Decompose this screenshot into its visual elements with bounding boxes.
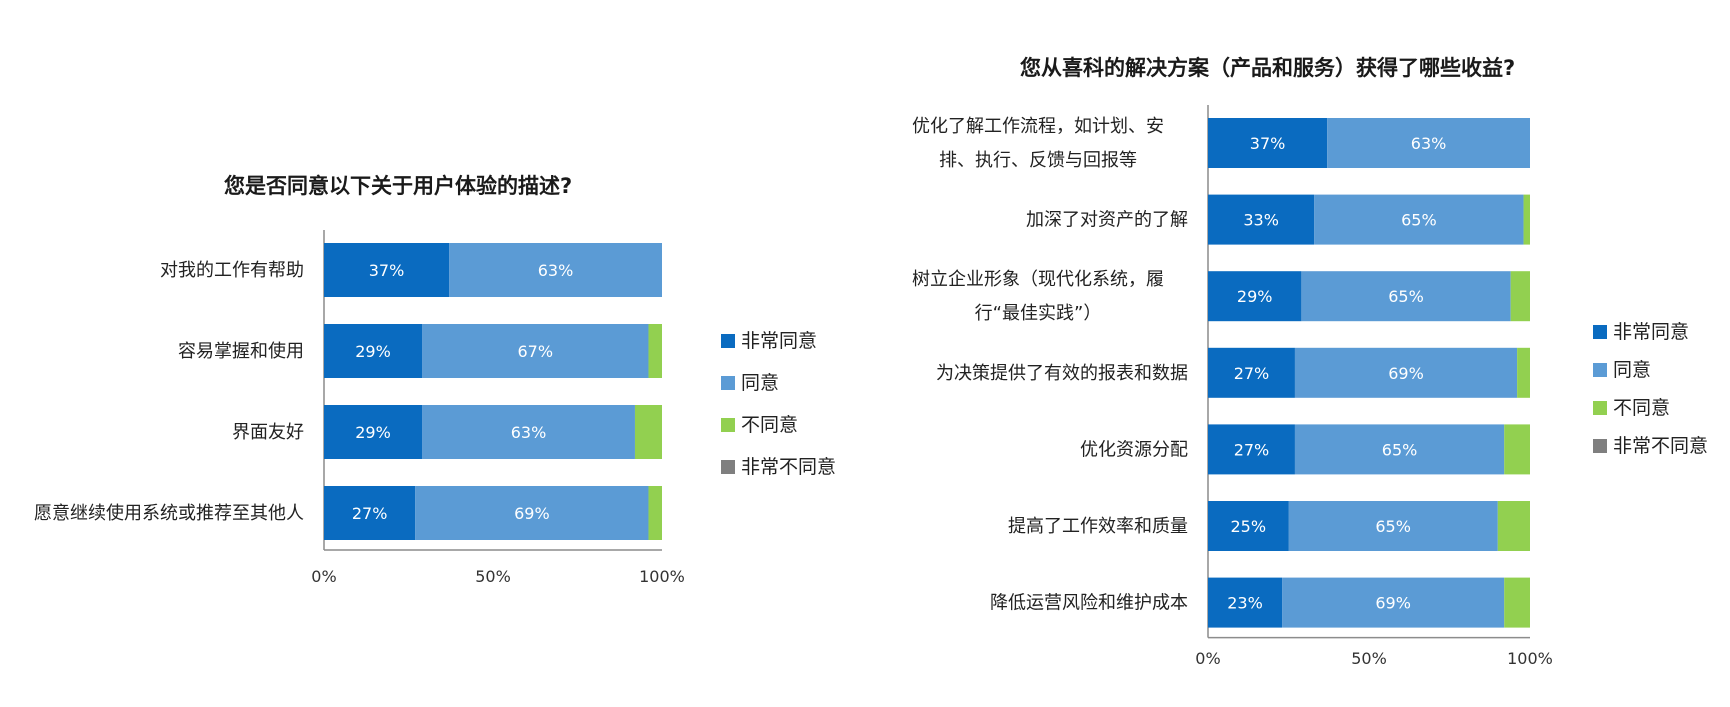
x-tick-label: 100% xyxy=(639,567,685,586)
data-label: 63% xyxy=(1411,134,1447,153)
legend-swatch xyxy=(1593,401,1607,415)
bar-segment xyxy=(1208,271,1302,322)
bar-segment xyxy=(449,243,662,297)
bar-segment xyxy=(1314,194,1524,245)
bar-segment xyxy=(1504,424,1530,475)
bar-segment xyxy=(1523,194,1530,245)
data-label: 65% xyxy=(1401,211,1437,230)
chart-svg: 37% 63% 对我的工作有帮助 29% 67% 容易掌握和使用 29% 63% 界面友好 27%… xyxy=(34,230,836,586)
chart-svg: 37% 63% 优化了解工作流程，如计划、安排、执行、反馈与回报等 33% 65% 加深了… xyxy=(912,105,1708,668)
bar-segment xyxy=(648,486,662,540)
bar-segment xyxy=(415,486,649,540)
legend-swatch xyxy=(1593,439,1607,453)
data-label: 69% xyxy=(514,504,550,523)
category-label: 优化资源分配 xyxy=(1080,439,1188,460)
user-experience-chart: 您是否同意以下关于用户体验的描述? 37% 63% 对我的工作有帮助 29% 67% 容易… xyxy=(0,0,860,707)
data-label: 63% xyxy=(511,423,547,442)
data-label: 33% xyxy=(1243,211,1279,230)
legend-swatch xyxy=(721,334,735,348)
bar-segment xyxy=(324,324,423,378)
bar-segment xyxy=(1294,347,1518,398)
data-label: 27% xyxy=(352,504,388,523)
bar-segment xyxy=(1282,577,1505,628)
data-label: 37% xyxy=(369,261,405,280)
bar-segment xyxy=(1208,194,1315,245)
bar-segment xyxy=(324,486,416,540)
legend-label: 不同意 xyxy=(741,414,798,436)
x-tick-label: 0% xyxy=(1195,649,1220,668)
bar-segment xyxy=(324,243,450,297)
legend-swatch xyxy=(721,376,735,390)
legend-swatch xyxy=(1593,325,1607,339)
bar-segment xyxy=(1301,271,1511,322)
data-label: 27% xyxy=(1234,364,1270,383)
legend-swatch xyxy=(1593,363,1607,377)
category-label: 愿意继续使用系统或推荐至其他人 xyxy=(34,503,304,524)
category-label: 界面友好 xyxy=(232,422,304,443)
bar-segment xyxy=(1208,424,1295,475)
category-label: 容易掌握和使用 xyxy=(178,341,304,362)
bar-segment xyxy=(1510,271,1530,322)
x-tick-label: 0% xyxy=(311,567,336,586)
bar-segment xyxy=(1208,501,1289,551)
category-label: 提高了工作效率和质量 xyxy=(1008,516,1188,537)
category-label: 对我的工作有帮助 xyxy=(160,260,304,281)
legend-swatch xyxy=(721,460,735,474)
data-label: 25% xyxy=(1230,517,1266,536)
bar-segment xyxy=(1504,577,1530,628)
bar-segment xyxy=(634,405,662,459)
bar-segment xyxy=(422,324,649,378)
bar-segment xyxy=(1497,501,1530,551)
data-label: 69% xyxy=(1388,364,1424,383)
legend-label: 非常不同意 xyxy=(741,456,836,478)
data-label: 69% xyxy=(1375,594,1411,613)
data-label: 27% xyxy=(1234,440,1270,459)
x-tick-label: 50% xyxy=(475,567,511,586)
benefits-chart: 您从喜科的解决方案（产品和服务）获得了哪些收益? 37% 63% 优化了解工作流程，… xyxy=(860,0,1730,707)
bar-segment xyxy=(1208,347,1295,398)
legend-label: 同意 xyxy=(741,372,779,394)
legend-label: 同意 xyxy=(1613,359,1651,381)
data-label: 29% xyxy=(1237,287,1273,306)
chart-title: 您是否同意以下关于用户体验的描述? xyxy=(224,174,573,198)
bar-segment xyxy=(1208,577,1283,628)
legend-label: 非常同意 xyxy=(741,330,817,352)
bar-segment xyxy=(422,405,635,459)
data-label: 29% xyxy=(355,423,391,442)
bar-segment xyxy=(1288,501,1498,551)
bar-segment xyxy=(324,405,423,459)
category-label: 优化了解工作流程，如计划、安排、执行、反馈与回报等 xyxy=(912,116,1164,171)
chart-title: 您从喜科的解决方案（产品和服务）获得了哪些收益? xyxy=(1020,56,1516,80)
data-label: 63% xyxy=(538,261,574,280)
data-label: 29% xyxy=(355,342,391,361)
data-label: 65% xyxy=(1388,287,1424,306)
data-label: 65% xyxy=(1375,517,1411,536)
category-label: 为决策提供了有效的报表和数据 xyxy=(936,363,1188,384)
data-label: 67% xyxy=(517,342,553,361)
bar-segment xyxy=(1517,347,1530,398)
legend-label: 不同意 xyxy=(1613,397,1670,419)
bar-segment xyxy=(1294,424,1505,475)
data-label: 37% xyxy=(1250,134,1286,153)
legend-swatch xyxy=(721,418,735,432)
bar-segment xyxy=(1208,118,1328,168)
x-tick-label: 50% xyxy=(1351,649,1387,668)
category-label: 降低运营风险和维护成本 xyxy=(990,593,1188,614)
x-tick-label: 100% xyxy=(1507,649,1553,668)
category-label: 加深了对资产的了解 xyxy=(1026,210,1188,231)
legend-label: 非常不同意 xyxy=(1613,435,1708,457)
data-label: 23% xyxy=(1227,594,1263,613)
bar-segment xyxy=(1327,118,1530,168)
category-label: 树立企业形象（现代化系统，履行“最佳实践”） xyxy=(912,269,1164,324)
legend-label: 非常同意 xyxy=(1613,321,1689,343)
bar-segment xyxy=(648,324,662,378)
data-label: 65% xyxy=(1382,440,1418,459)
